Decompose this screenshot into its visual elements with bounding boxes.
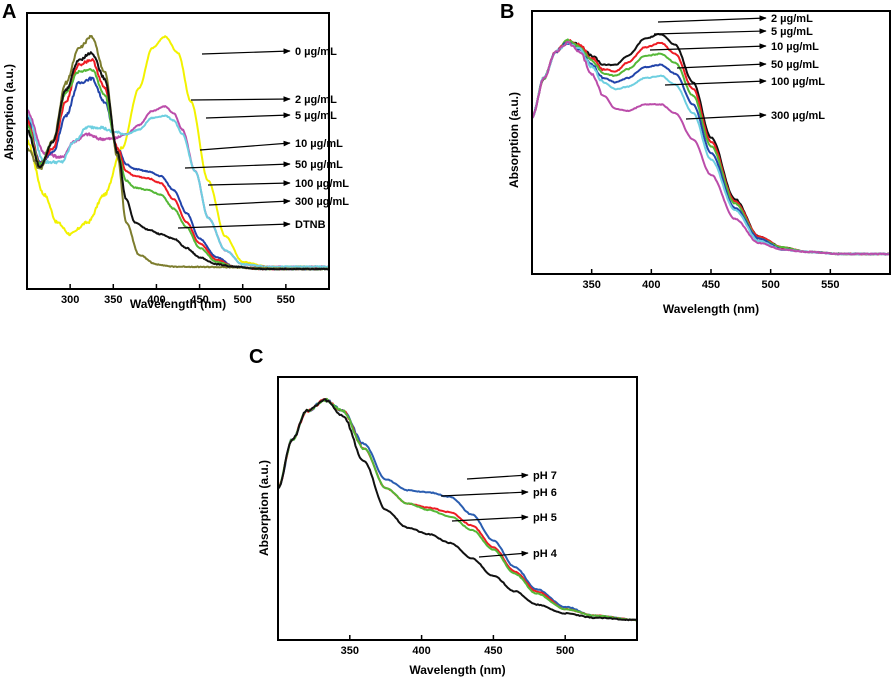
annotation-label: 2 µg/mL [771,13,813,25]
annotation-arrow [201,48,291,55]
annotation-label: 50 µg/mL [295,159,343,171]
x-tick-label: 400 [412,645,430,657]
annotation-arrow [208,198,291,206]
x-tick-label: 500 [556,645,574,657]
panel-a: A 300 350 400 450 500 550 Wavelength (nm) Absorp… [2,1,349,311]
panel-letter: B [500,1,514,23]
y-axis-title: Absorption (a.u.) [2,64,16,160]
x-tick-label: 450 [702,279,720,291]
annotation-arrow [649,43,767,51]
x-tick-label: 400 [642,279,660,291]
annotation-arrow [466,472,529,480]
x-tick-label: 300 [61,294,79,306]
annotation-arrow [685,112,767,120]
annotation-label: 5 µg/mL [295,110,337,122]
plot-frame [26,12,330,290]
annotation-arrow [190,96,291,102]
annotation-label: pH 4 [533,548,558,560]
annotation-label: 300 µg/mL [295,196,349,208]
annotation-label: 50 µg/mL [771,59,819,71]
series-line-5-g-ml [27,114,329,269]
annotation-label: pH 5 [533,512,557,524]
plot-frame [277,376,638,641]
series-line-dtnb [27,51,329,271]
series-line-50-g-ml [532,42,890,256]
annotation-label: 5 µg/mL [771,26,813,38]
annotation-arrow [177,221,291,229]
series-line-100-g-ml [532,40,890,256]
panel-c: C 350 400 450 500 Wavelength (nm) Absorption (… [249,346,638,677]
annotation-arrow [676,61,767,69]
x-tick-label: 450 [190,294,208,306]
panel-b: B 350 400 450 500 550 Wavelength (nm) Absorptio… [500,1,891,316]
annotation-label: 10 µg/mL [295,138,343,150]
annotation-label: 300 µg/mL [771,110,825,122]
annotation-arrow [664,78,767,86]
x-tick-label: 550 [821,279,839,291]
annotation-label: 100 µg/mL [771,76,825,88]
x-tick-label: 350 [582,279,600,291]
x-tick-label: 500 [234,294,252,306]
x-tick-label: 550 [277,294,295,306]
x-axis-title: Wavelength (nm) [663,302,759,316]
annotation-arrow [657,15,767,23]
series-line-ph-6 [278,397,637,622]
panel-letter: C [249,346,263,368]
annotation-label: DTNB [295,219,326,231]
x-axis-title: Wavelength (nm) [409,663,505,677]
annotation-arrow [207,180,291,187]
annotation-label: 2 µg/mL [295,94,337,106]
series-line-ph-4 [278,398,637,622]
annotation-arrow [653,28,767,35]
series-line-300-g-ml [27,34,329,271]
annotation-arrow [184,161,291,169]
x-tick-label: 400 [147,294,165,306]
x-tick-label: 500 [761,279,779,291]
series-line-ph-5 [278,397,637,622]
annotation-label: pH 6 [533,487,557,499]
annotation-label: 10 µg/mL [771,41,819,53]
x-tick-label: 450 [484,645,502,657]
x-tick-label: 350 [341,645,359,657]
annotation-label: 0 µg/mL [295,46,337,58]
y-axis-title: Absorption (a.u.) [507,92,521,188]
series-line-2-g-ml [27,105,329,269]
annotation-arrow [205,112,291,119]
series-line-300-g-ml [532,41,890,256]
y-axis-title: Absorption (a.u.) [257,460,271,556]
annotation-arrow [451,514,529,522]
x-tick-label: 350 [104,294,122,306]
panel-letter: A [2,1,16,23]
series-line-10-g-ml [532,38,890,256]
series-line-ph-7 [278,398,637,622]
annotation-arrow [440,489,529,497]
x-axis-title: Wavelength (nm) [130,297,226,311]
annotation-label: pH 7 [533,470,557,482]
annotation-arrow [199,140,291,151]
annotation-label: 100 µg/mL [295,178,349,190]
annotation-arrow [478,550,529,558]
